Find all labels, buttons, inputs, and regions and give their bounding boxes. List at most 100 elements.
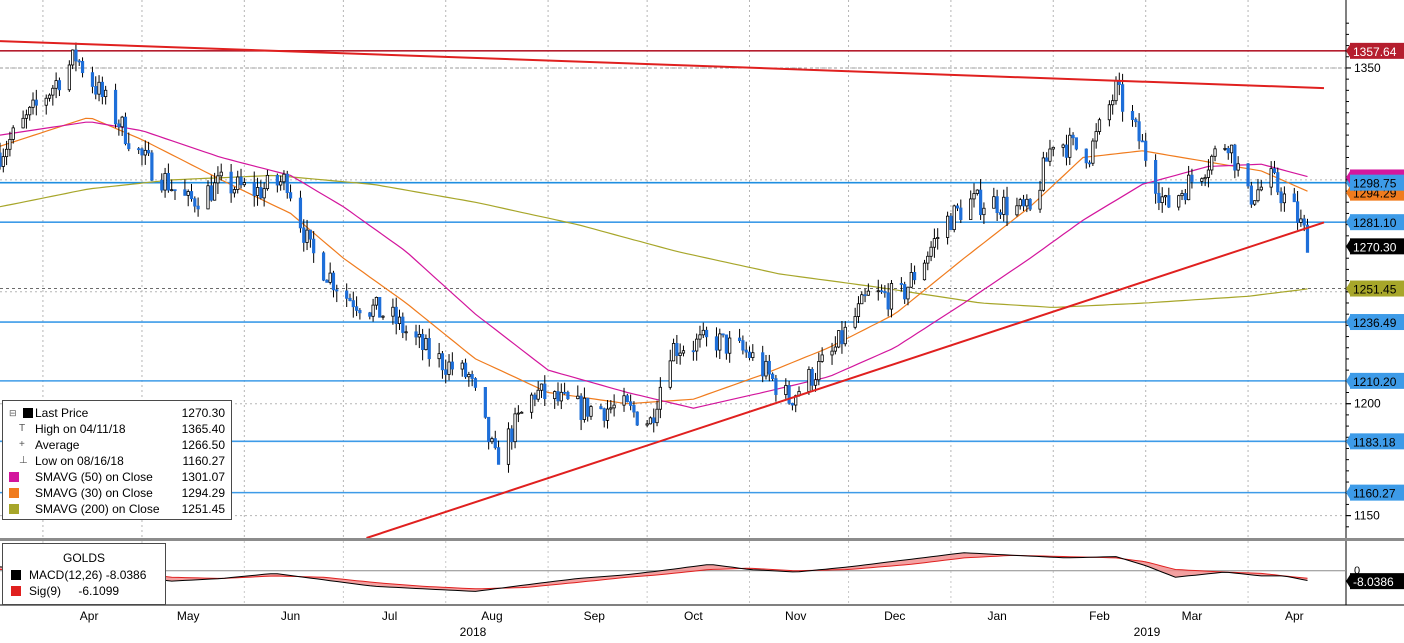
candle-body [704,329,709,338]
candle-body [520,411,524,414]
candle-body [219,171,223,177]
candle-body [1213,148,1217,157]
candle-body [625,395,629,403]
average-glyph-icon: + [19,439,25,450]
candle-body [886,292,890,310]
candle-body [1154,159,1158,194]
x-month-label: Nov [785,609,806,623]
candle-body [972,193,976,200]
candle-body [259,187,263,199]
candle-body [516,412,520,415]
candle-body [298,197,303,229]
candle-body [949,215,953,231]
candle-body [926,255,930,264]
candle-body [265,174,270,190]
candle-body [566,392,570,400]
candle-body [262,188,266,199]
candle-body [1021,199,1026,207]
candle-body [71,49,75,66]
candle-body [761,352,765,377]
candle-body [1045,157,1049,162]
candle-body [833,346,837,352]
candle-body [1114,80,1118,102]
candle-body [104,89,108,98]
candle-body [302,227,306,243]
candle-body [1091,140,1095,164]
level-tag-arrow [1346,214,1351,231]
candle-body [724,334,728,354]
x-month-label: Apr [1285,609,1304,623]
candle-body [288,192,293,199]
candle-body [47,94,52,99]
candle-body [417,333,421,338]
candle-body [305,229,309,243]
candle-body [460,362,464,370]
candle-body [533,394,537,400]
candle-body [1107,104,1111,121]
candle-body [90,72,95,87]
candle-body [0,152,2,167]
candle-body [470,374,474,379]
x-month-label: Jun [281,609,300,623]
candle-body [1276,172,1280,193]
candle-body [602,408,606,421]
candle-body [216,175,220,184]
candle-body [371,304,375,317]
candle-body [1064,144,1069,158]
candle-body [321,252,326,281]
candle-body [714,336,719,351]
level-tag-arrow [1346,280,1351,297]
candle-body [932,238,936,248]
candle-body [1269,168,1273,188]
candle-body [117,123,121,128]
candle-body [747,351,752,358]
candle-body [1015,205,1019,216]
candle-body [67,64,71,91]
candle-body [28,106,32,116]
candle-body [843,326,847,345]
candle-body [1167,195,1171,208]
candle-body [1005,196,1009,216]
candle-body [467,374,471,378]
signal-value: -6.1099 [78,584,120,598]
candle-body [883,291,887,294]
candle-body [1074,137,1078,150]
candle-body [1018,199,1022,207]
candle-body [51,87,55,96]
candle-body [728,337,732,354]
candle-body [255,187,260,196]
candle-body [1,156,5,167]
candle-body [695,338,699,352]
y-tick-label: 1350 [1354,61,1381,75]
candle-body [378,296,382,318]
candle-body [440,353,445,371]
candle-body [1180,193,1184,197]
candle-body [100,81,104,98]
level-tag [1350,214,1404,231]
level-tag-arrow [1346,433,1351,450]
sma30-swatch [9,488,19,498]
candle-body [681,350,686,354]
candle-body [252,182,256,196]
candle-body [1279,191,1283,204]
candle-body [444,369,448,375]
candle-body [1249,185,1253,205]
candle-body [1210,155,1214,171]
candle-body [1137,121,1141,142]
level-tag-arrow [1346,314,1351,331]
candle-body [741,340,745,351]
x-month-label: Jan [987,609,1006,623]
macd-legend: GOLDS MACD(12,26) -8.0386 Sig(9) -6.1099 [2,543,166,605]
candle-body [1048,148,1052,162]
candle-body [648,417,653,425]
candle-body [671,343,676,362]
candle-body [830,350,834,356]
y-tick-label: 1150 [1354,509,1380,523]
candle-body [863,294,867,297]
candle-body [556,391,560,402]
candle-body [652,417,656,424]
candle-body [698,334,702,340]
candle-body [146,149,151,154]
candle-body [54,80,58,89]
